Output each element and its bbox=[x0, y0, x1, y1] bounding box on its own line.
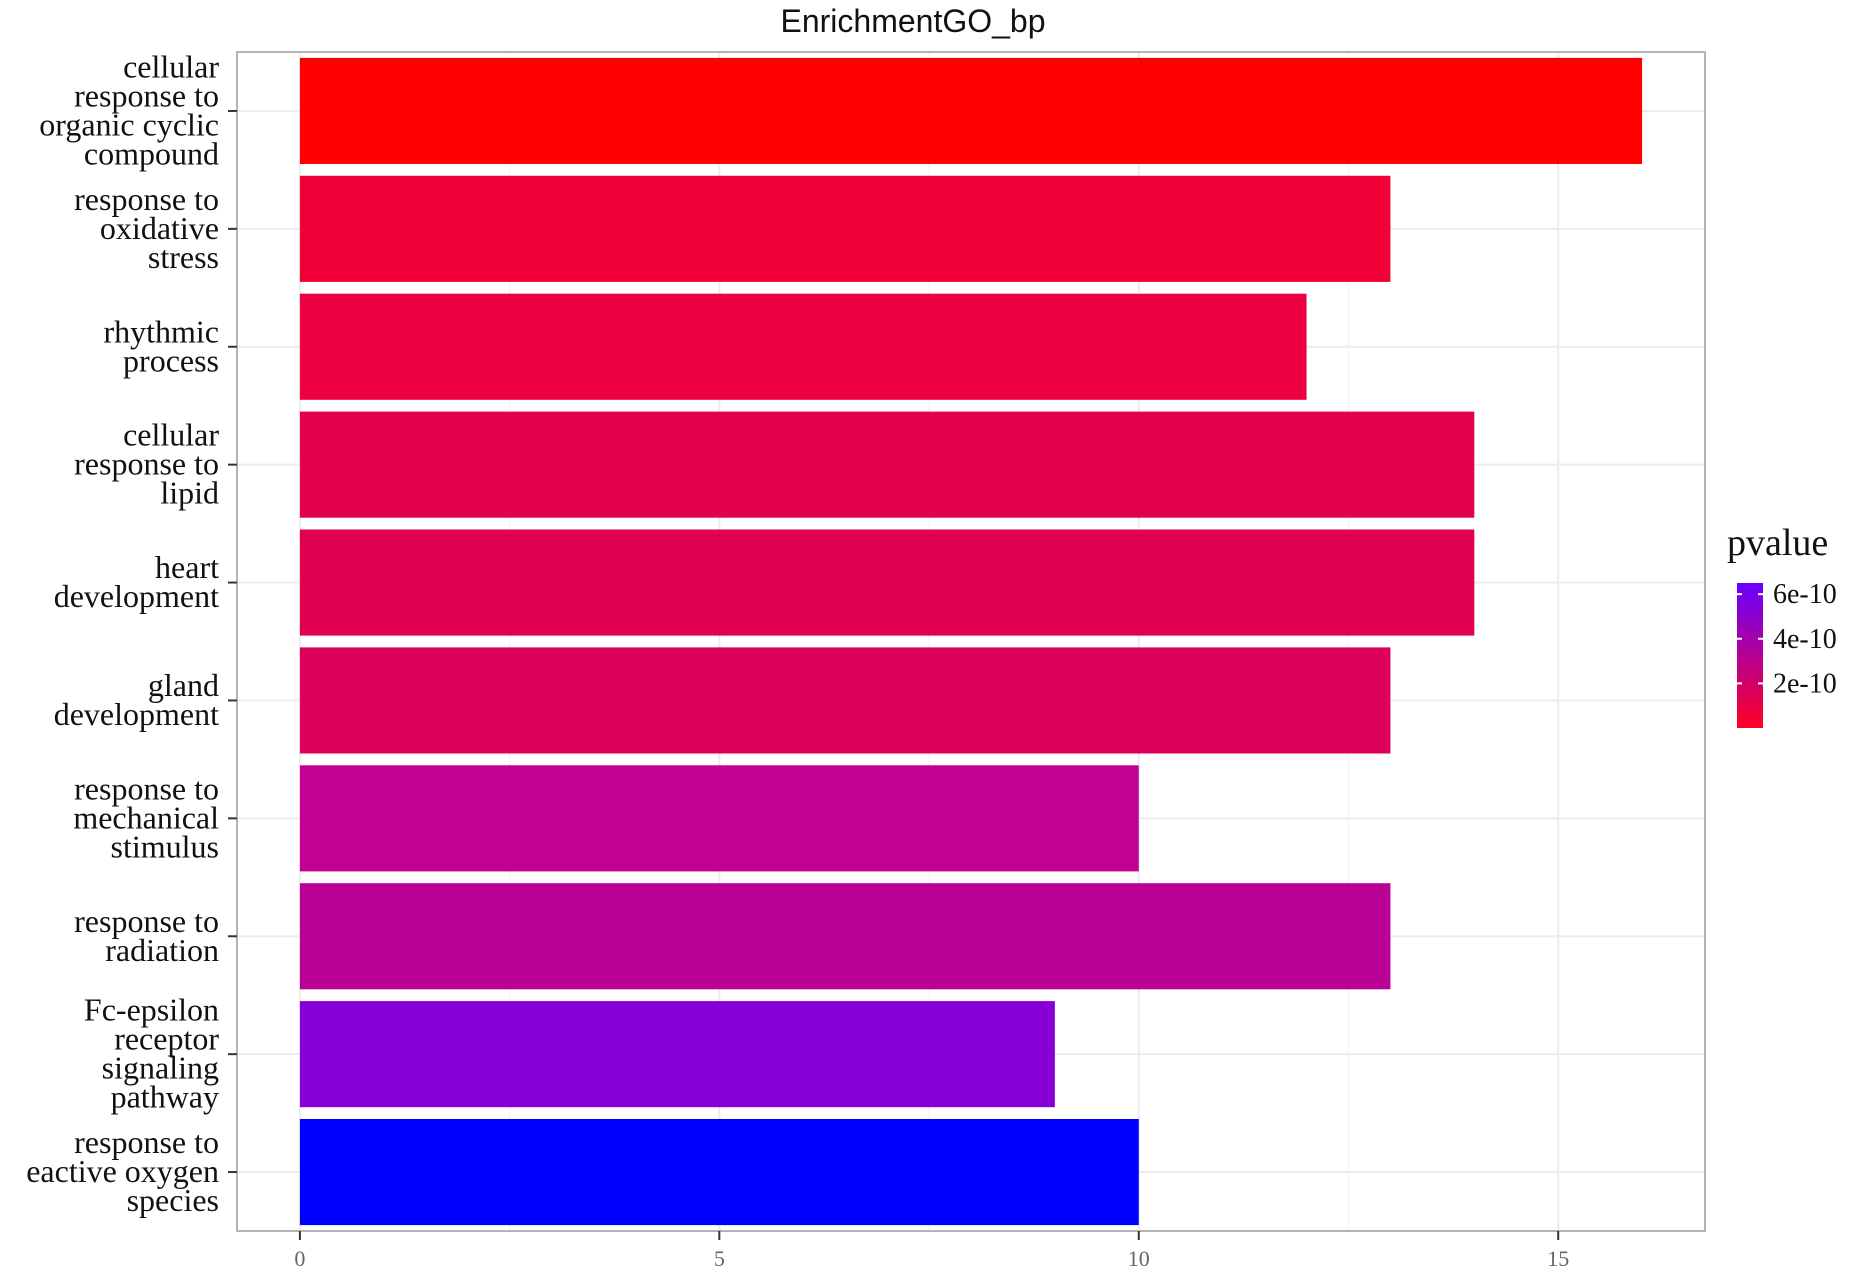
y-axis-label: cellular response to lipid bbox=[74, 417, 219, 511]
legend-colorbar bbox=[1737, 583, 1763, 728]
bar bbox=[299, 647, 1391, 754]
legend-ticks: 6e-10 4e-10 2e-10 bbox=[1737, 579, 1837, 699]
x-tick-label: 0 bbox=[294, 1246, 305, 1271]
bar bbox=[299, 175, 1391, 282]
y-axis-label: cellular response to organic cyclic compoun… bbox=[39, 48, 219, 171]
y-axis-label-line: oxidative bbox=[100, 210, 219, 246]
y-axis-label-line: compound bbox=[84, 135, 219, 171]
y-axis-label: response to oxidative stress bbox=[74, 181, 219, 275]
legend-tick-label: 6e-10 bbox=[1773, 579, 1837, 610]
y-axis-label-line: receptor bbox=[114, 1021, 219, 1057]
y-axis-label: response to mechanical stimulus bbox=[73, 770, 219, 864]
y-axis-label-line: response to bbox=[74, 903, 219, 939]
legend: pvalue 6e-10 4e-10 2e-10 bbox=[1727, 522, 1837, 728]
y-axis-label-line: response to bbox=[74, 446, 219, 482]
x-tick-label: 10 bbox=[1128, 1246, 1150, 1271]
y-axis-label-line: radiation bbox=[105, 932, 219, 968]
y-axis-label: Fc-epsilon receptor signaling pathway bbox=[84, 992, 219, 1115]
y-axis-label-line: response to bbox=[74, 77, 219, 113]
y-axis-label-line: gland bbox=[148, 667, 219, 703]
x-tick-label: 15 bbox=[1547, 1246, 1569, 1271]
y-axis-label: rhythmic process bbox=[103, 313, 219, 378]
bar bbox=[299, 529, 1475, 636]
y-axis-label-line: response to bbox=[74, 181, 219, 217]
y-axis-label-line: cellular bbox=[123, 417, 219, 453]
y-axis-label-line: cellular bbox=[123, 48, 219, 84]
x-axis: 0 5 10 15 bbox=[294, 1231, 1569, 1271]
bars bbox=[299, 57, 1643, 1226]
y-axis-label: gland development bbox=[54, 667, 219, 732]
y-axis-label-line: lipid bbox=[160, 475, 219, 511]
y-axis-label: response to radiation bbox=[74, 903, 219, 968]
chart-title: EnrichmentGO_bp bbox=[780, 3, 1045, 39]
bar bbox=[299, 411, 1475, 518]
y-axis-label-line: heart bbox=[155, 549, 219, 585]
legend-tick-label: 2e-10 bbox=[1773, 668, 1837, 699]
y-axis-label: heart development bbox=[54, 549, 219, 614]
y-axis-label-line: rhythmic bbox=[103, 313, 219, 349]
y-axis-ticks bbox=[228, 109, 237, 1174]
y-axis-label-line: organic cyclic bbox=[39, 106, 219, 142]
y-axis-labels: cellular response to organic cyclic compoun… bbox=[26, 48, 219, 1218]
legend-title: pvalue bbox=[1727, 522, 1828, 564]
y-axis-label-line: development bbox=[54, 578, 219, 614]
y-axis-label-line: response to bbox=[74, 1124, 219, 1160]
y-axis-label-line: Fc-epsilon bbox=[84, 992, 219, 1028]
bar bbox=[299, 1001, 1055, 1108]
bar bbox=[299, 1118, 1139, 1226]
legend-tick-label: 4e-10 bbox=[1773, 624, 1837, 655]
bar bbox=[299, 765, 1139, 872]
bar bbox=[299, 293, 1307, 400]
y-axis-label-line: pathway bbox=[111, 1079, 219, 1115]
x-tick-label: 5 bbox=[714, 1246, 725, 1271]
y-axis-label: response to eactive oxygen species bbox=[26, 1124, 219, 1218]
y-axis-label-line: process bbox=[123, 342, 219, 378]
y-axis-label-line: mechanical bbox=[73, 799, 219, 835]
plot-panel-border bbox=[236, 51, 1706, 1232]
y-axis-label-line: response to bbox=[74, 770, 219, 806]
y-axis-label-line: development bbox=[54, 696, 219, 732]
bar bbox=[299, 57, 1643, 165]
y-axis-label-line: signaling bbox=[102, 1050, 219, 1086]
y-axis-label-line: eactive oxygen bbox=[26, 1153, 219, 1189]
y-axis-label-line: stress bbox=[148, 239, 219, 275]
y-axis-label-line: species bbox=[127, 1182, 219, 1218]
y-axis-label-line: stimulus bbox=[111, 828, 219, 864]
bar bbox=[299, 883, 1391, 990]
